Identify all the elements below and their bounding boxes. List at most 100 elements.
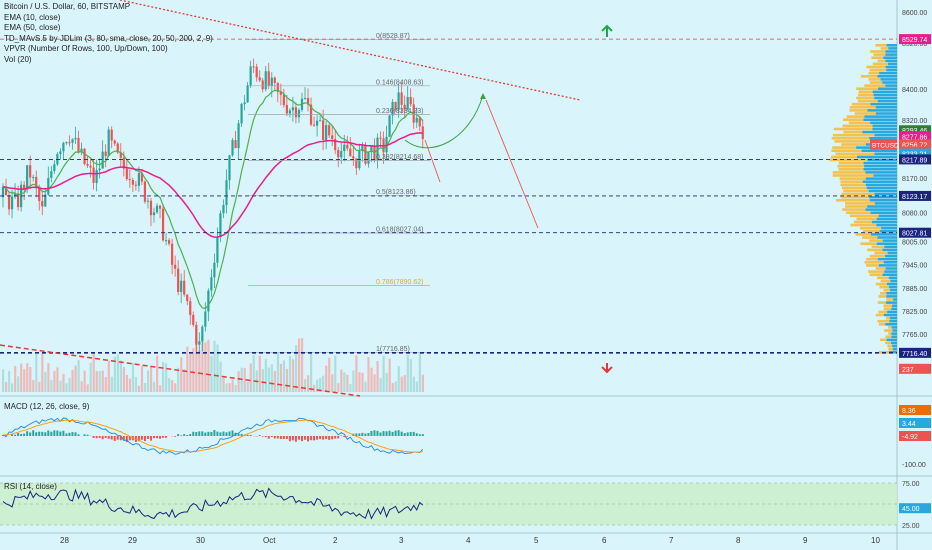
- volume-bar: [101, 370, 104, 392]
- volume-bar: [322, 375, 325, 392]
- candle-body: [189, 301, 192, 315]
- volume-profile-bar: [866, 257, 878, 261]
- volume-bar: [340, 369, 343, 392]
- candle-body: [279, 92, 282, 95]
- volume-bar: [403, 375, 406, 392]
- volume-profile-bar: [888, 285, 897, 289]
- volume-bar: [213, 340, 216, 392]
- macd-value-text: 8.36: [902, 408, 916, 415]
- macd-histogram-bar: [146, 436, 149, 439]
- volume-profile-bar: [865, 264, 879, 267]
- volume-bar: [159, 385, 162, 392]
- volume-bar: [125, 374, 129, 392]
- volume-bar: [32, 380, 35, 392]
- candle-body: [198, 341, 201, 345]
- candle-body: [13, 193, 17, 197]
- volume-profile-bar: [868, 78, 881, 81]
- price-label-text: 8123.17: [902, 194, 927, 201]
- candle-body: [62, 142, 65, 152]
- macd-histogram-bar: [373, 430, 376, 436]
- volume-bar: [328, 357, 331, 392]
- macd-histogram-bar: [261, 436, 264, 437]
- macd-histogram-bar: [207, 431, 210, 436]
- volume-profile-bar: [886, 44, 897, 47]
- candle-body: [23, 184, 26, 190]
- volume-bar: [261, 369, 264, 392]
- price-label-tag: [899, 227, 931, 238]
- candle-body: [10, 196, 14, 210]
- rsi-band: [0, 483, 897, 525]
- fib-level-label: 0.382(8214.68): [376, 154, 423, 161]
- legend-ema50[interactable]: EMA (50, close): [4, 23, 61, 33]
- candle-body: [149, 200, 153, 216]
- volume-profile-bar: [877, 99, 897, 103]
- macd-histogram-bar: [310, 436, 313, 441]
- volume-profile-bar: [874, 251, 888, 255]
- candle-body: [171, 243, 174, 265]
- volume-bar: [300, 337, 304, 392]
- legend-vol[interactable]: Vol (20): [4, 54, 32, 64]
- macd-histogram-bar: [376, 430, 379, 436]
- macd-histogram-bar: [186, 434, 189, 436]
- volume-profile-bar: [887, 251, 897, 255]
- rsi-title[interactable]: RSI (14, close): [4, 482, 57, 491]
- volume-bar: [319, 378, 322, 392]
- candle-body: [340, 151, 343, 158]
- volume-profile-bar: [832, 174, 874, 177]
- volume-profile-bar: [836, 199, 870, 202]
- candle-body: [53, 164, 56, 172]
- volume-bar: [113, 356, 116, 392]
- legend-ema10[interactable]: EMA (10, close): [4, 12, 61, 22]
- candle-body: [267, 71, 270, 86]
- volume-bar: [47, 363, 50, 392]
- candle-body: [388, 115, 391, 137]
- volume-bar: [50, 380, 53, 392]
- x-axis-tick-label: 8: [736, 536, 741, 545]
- volume-bar: [192, 348, 195, 392]
- fib-level-label: 0.5(8123.86): [376, 189, 416, 196]
- volume-profile-bar: [885, 59, 897, 63]
- macd-histogram-bar: [400, 431, 403, 436]
- macd-histogram-bar: [119, 436, 122, 441]
- legend-td[interactable]: TD_MAvS.5 by JDLim (3, 80, sma, close, 2…: [4, 33, 213, 43]
- candle-body: [116, 143, 119, 153]
- macd-histogram-bar: [122, 436, 125, 441]
- candle-body: [128, 179, 131, 181]
- fib-level-label: 0.618(8027.04): [376, 227, 423, 234]
- macd-histogram-bar: [11, 434, 14, 436]
- macd-title[interactable]: MACD (12, 26, close, 9): [4, 402, 90, 411]
- volume-bar: [331, 374, 334, 392]
- candle-body: [364, 144, 367, 164]
- macd-histogram-bar: [328, 436, 331, 440]
- candle-body: [183, 280, 186, 295]
- volume-profile-bar: [843, 189, 869, 193]
- fib-level-label: 0.786(7890.62): [376, 279, 423, 286]
- candle-body: [77, 137, 80, 152]
- macd-value-tag: [899, 418, 931, 428]
- macd-histogram-bar: [313, 436, 316, 441]
- volume-profile-bar: [879, 285, 889, 289]
- candle-body: [337, 150, 340, 158]
- legend-title[interactable]: Bitcoin / U.S. Dollar, 60, BITSTAMP: [4, 2, 131, 11]
- macd-histogram-bar: [192, 431, 195, 436]
- candle-body: [270, 77, 273, 86]
- volume-bar: [285, 368, 289, 392]
- volume-bar: [349, 383, 352, 392]
- volume-bar: [119, 360, 122, 392]
- volume-profile-bar: [886, 68, 897, 72]
- price-label-text: 7716.40: [902, 351, 927, 358]
- volume-profile-bar: [857, 99, 878, 103]
- volume-bar: [421, 374, 424, 392]
- candle-body: [4, 186, 8, 196]
- volume-profile-bar: [865, 183, 897, 187]
- volume-bar: [201, 334, 204, 392]
- legend-vpvr[interactable]: VPVR (Number Of Rows, 100, Up/Down, 100): [4, 44, 168, 54]
- volume-bar: [355, 355, 358, 392]
- macd-histogram-bar: [137, 436, 140, 442]
- volume-profile-bar: [892, 304, 897, 307]
- symbol-tag: [870, 139, 897, 150]
- candle-body: [282, 94, 285, 106]
- macd-histogram-bar: [180, 435, 183, 436]
